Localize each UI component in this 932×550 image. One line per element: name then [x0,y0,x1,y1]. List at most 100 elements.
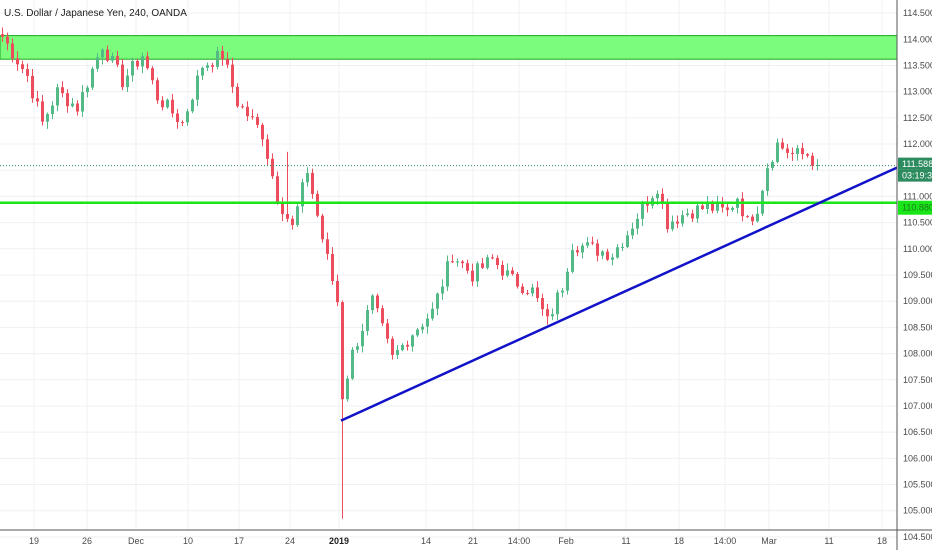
candle-body [41,101,44,122]
candle-body [701,205,704,209]
candle-body [731,207,734,210]
support-price-label: 110.880 [902,203,932,213]
candle-body [416,329,419,336]
candle-body [451,261,454,263]
candle-body [811,155,814,166]
x-tick-label: 10 [183,536,193,546]
y-tick-label: 108.500 [903,322,932,332]
candle-body [301,182,304,207]
candle-body [81,92,84,112]
candle-body [281,202,284,215]
candle-body [776,142,779,162]
candle-body [581,245,584,253]
candle-body [251,116,254,118]
candle-body [426,318,429,327]
candle-body [211,65,214,67]
candle-body [66,93,69,107]
candle-body [461,261,464,264]
y-tick-label: 107.000 [903,401,932,411]
y-tick-label: 104.500 [903,532,932,542]
candle-body [206,65,209,68]
x-axis: 19 26 Dec 10 17 24 2019 14 21 14:00 Feb 11 18 14:00 Ma… [0,529,932,546]
x-tick-label: 14:00 [714,536,737,546]
candle-body [456,261,459,263]
candle-body [236,86,239,107]
candle-body [311,172,314,194]
candle-body [86,87,89,93]
candle-body [801,148,804,155]
y-axis: 114.500 114.000 113.500 113.000 112.500 112.0… [896,0,932,550]
candle-body [406,344,409,347]
x-tick-label: Mar [761,536,777,546]
candle-body [76,103,79,112]
x-tick-label: 11 [824,536,833,546]
candle-body [466,263,469,271]
resistance-zone[interactable] [0,35,898,60]
candle-body [261,124,264,140]
current-price-label: 111.588 [902,159,932,169]
candle-body [386,323,389,339]
y-tick-label: 112.000 [903,139,932,149]
candle-body [711,203,714,211]
candle-body [116,55,119,65]
y-tick-label: 110.500 [903,218,932,228]
y-tick-label: 105.500 [903,480,932,490]
candle-body [431,308,434,319]
candle-body [26,68,29,76]
candle-body [636,218,639,229]
candle-body [171,99,174,114]
x-tick-label: 19 [29,536,39,546]
candle-body [436,293,439,309]
x-tick-label: 14 [421,536,431,546]
candle-body [486,257,489,268]
candle-body [666,202,669,230]
candle-body [641,202,644,219]
candle-body [201,67,204,76]
candle-body [816,165,819,166]
y-tick-label: 110.000 [903,244,932,254]
candle-body [756,213,759,222]
candle-body [31,75,34,99]
y-tick-label: 106.000 [903,453,932,463]
candle-body [541,298,544,310]
x-tick-label: 18 [877,536,887,546]
candle-body [676,221,679,224]
candle-body [166,99,169,108]
y-tick-label: 112.500 [903,113,932,123]
candle-body [366,310,369,331]
candle-body [21,64,24,69]
candle-body [151,68,154,81]
x-tick-label: 21 [468,536,478,546]
candle-body [246,106,249,117]
candle-body [101,49,104,58]
candle-body [226,59,229,65]
candle-body [111,55,114,61]
candle-body [681,215,684,224]
candle-body [621,246,624,248]
y-tick-label: 106.500 [903,427,932,437]
candle-body [316,193,319,216]
candle-body [471,270,474,282]
y-tick-label: 105.000 [903,506,932,516]
y-tick-label: 107.500 [903,375,932,385]
y-tick-label: 111.000 [903,191,932,201]
candle-body [521,286,524,293]
candle-body [571,250,574,272]
x-tick-label: 26 [82,536,92,546]
y-tick-label: 108.000 [903,349,932,359]
trend-line[interactable] [340,166,898,422]
candle-body [511,270,514,275]
candle-body [271,158,274,177]
candle-body [706,203,709,209]
y-tick-label: 114.500 [903,8,932,18]
candle-body [671,221,674,230]
candle-body [131,60,134,76]
candle-body [6,36,9,44]
candle-body [781,142,784,149]
x-tick-label: 2019 [329,536,349,546]
candle-body [221,50,224,60]
candle-body [771,161,774,169]
candle-body [516,274,519,287]
